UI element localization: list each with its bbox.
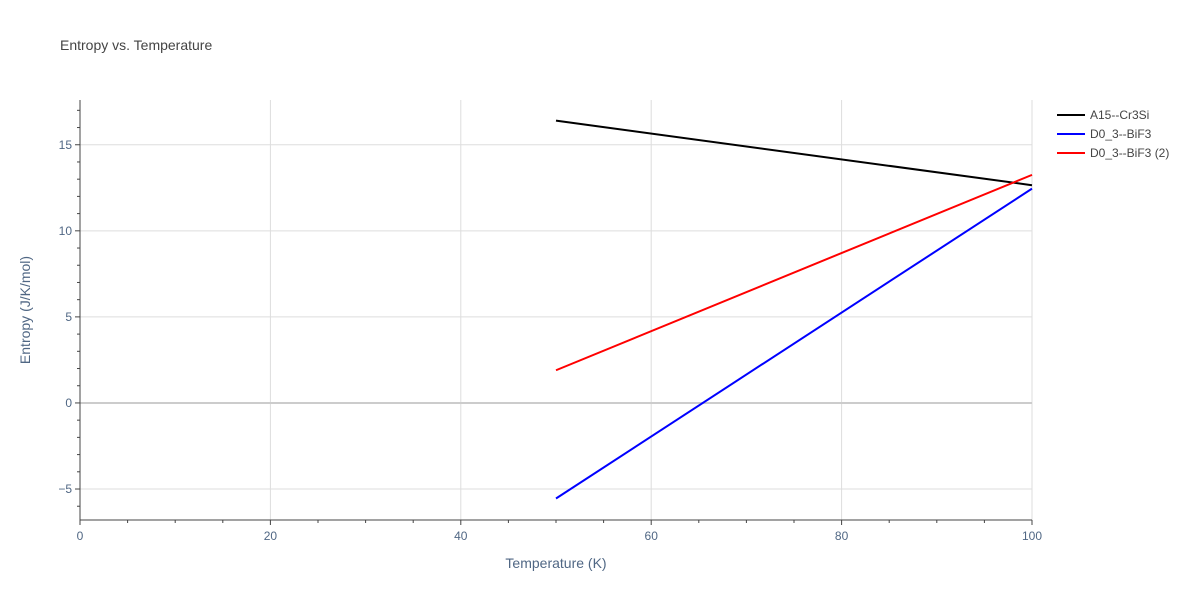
x-tick-label: 20 [264, 529, 278, 543]
x-tick-label: 40 [454, 529, 468, 543]
legend-label: D0_3--BiF3 (2) [1090, 146, 1169, 160]
y-axis-title: Entropy (J/K/mol) [17, 256, 33, 364]
legend-label: D0_3--BiF3 [1090, 127, 1152, 141]
legend-item[interactable]: D0_3--BiF3 [1057, 127, 1152, 141]
y-tick-label: 5 [65, 310, 72, 324]
y-tick-label: 0 [65, 396, 72, 410]
series-line-D0_3--BiF3 [555, 187, 1033, 500]
y-tick-labels: −5 0 5 10 15 [58, 138, 72, 496]
legend-item[interactable]: D0_3--BiF3 (2) [1057, 146, 1169, 160]
series-lines [555, 119, 1033, 500]
legend[interactable]: A15--Cr3Si D0_3--BiF3 D0_3--BiF3 (2) [1057, 108, 1169, 160]
x-tick-labels: 0 20 40 60 80 100 [77, 529, 1043, 543]
legend-label: A15--Cr3Si [1090, 108, 1149, 122]
y-tick-label: 10 [59, 224, 73, 238]
x-axis-title: Temperature (K) [505, 555, 606, 571]
x-tick-label: 0 [77, 529, 84, 543]
legend-item[interactable]: A15--Cr3Si [1057, 108, 1149, 122]
grid-lines [80, 100, 1033, 520]
x-tick-label: 80 [835, 529, 849, 543]
x-tick-label: 100 [1022, 529, 1042, 543]
y-tick-label: −5 [58, 482, 72, 496]
series-line-D0_3--BiF3 (2) [555, 173, 1033, 372]
axes [75, 100, 1033, 525]
chart-title: Entropy vs. Temperature [60, 37, 212, 53]
y-tick-label: 15 [59, 138, 73, 152]
series-line-A15--Cr3Si [555, 119, 1033, 187]
x-tick-label: 60 [645, 529, 659, 543]
